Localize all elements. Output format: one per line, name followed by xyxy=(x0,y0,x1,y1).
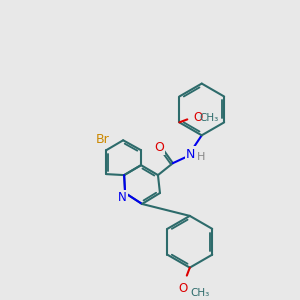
Text: Br: Br xyxy=(95,133,109,146)
Text: N: N xyxy=(118,191,127,205)
Text: H: H xyxy=(197,152,205,162)
Text: O: O xyxy=(154,141,164,154)
Text: N: N xyxy=(186,148,196,161)
Text: O: O xyxy=(178,282,188,295)
Text: CH₃: CH₃ xyxy=(191,287,210,298)
Text: O: O xyxy=(193,111,203,124)
Text: CH₃: CH₃ xyxy=(199,113,218,123)
